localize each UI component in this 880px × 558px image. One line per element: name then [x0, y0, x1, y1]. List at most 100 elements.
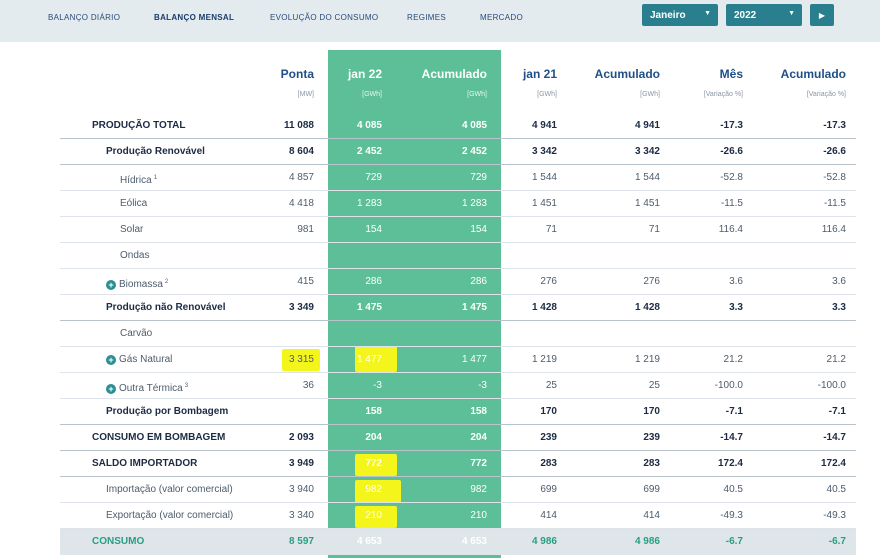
- nav-regimes[interactable]: REGIMES: [407, 13, 446, 22]
- expand-plus-icon[interactable]: +: [106, 384, 116, 394]
- table-row: Solar 981 154 154 71 71 116.4 116.4: [60, 217, 856, 243]
- nav-mercado[interactable]: MERCADO: [480, 13, 523, 22]
- table-cell: 4 085: [356, 120, 382, 131]
- table-cell: -7.1: [725, 406, 743, 417]
- year-select[interactable]: 2022 ▼: [726, 4, 802, 26]
- table-cell: 8 597: [288, 536, 314, 547]
- table-row: + Biomassa 2 415 286 286 276 276 3.6 3.6: [60, 269, 856, 295]
- table-cell: 158: [470, 406, 487, 417]
- table-cell: 1 283: [461, 198, 487, 209]
- table-cell: 3.3: [832, 302, 846, 313]
- highlight-mark: [355, 454, 397, 476]
- table-cell: 40.5: [826, 484, 846, 495]
- table-cell: 1 219: [634, 354, 660, 365]
- column-unit: [GWh]: [362, 91, 382, 98]
- row-label-text: Carvão: [120, 328, 153, 339]
- row-label: Exportação (valor comercial): [106, 503, 233, 529]
- row-divider: [60, 138, 856, 139]
- row-label[interactable]: + Gás Natural: [106, 347, 172, 373]
- row-divider: [60, 476, 856, 477]
- row-divider: [60, 164, 856, 165]
- nav-evolucao-consumo[interactable]: EVOLUÇÃO DO CONSUMO: [270, 13, 379, 22]
- row-label[interactable]: + Outra Térmica 3: [106, 373, 188, 399]
- table-cell: 3.6: [832, 276, 846, 287]
- nav-balanco-mensal[interactable]: BALANÇO MENSAL: [154, 13, 235, 22]
- table-cell: 1 544: [531, 172, 557, 183]
- table-cell: -17.3: [823, 120, 846, 131]
- month-select[interactable]: Janeiro ▼: [642, 4, 718, 26]
- year-select-value: 2022: [734, 9, 757, 21]
- highlight-mark: [355, 346, 397, 372]
- row-label-text: Produção não Renovável: [106, 302, 226, 313]
- table-row: Produção não Renovável 3 349 1 475 1 475 1 4…: [60, 295, 856, 321]
- row-label-text: PRODUÇÃO TOTAL: [92, 120, 186, 131]
- expand-plus-icon[interactable]: +: [106, 280, 116, 290]
- table-cell: -26.6: [720, 146, 743, 157]
- row-divider: [60, 346, 856, 347]
- row-divider: [60, 190, 856, 191]
- table-cell: -100.0: [714, 380, 743, 391]
- row-label: Produção Renovável: [106, 139, 205, 165]
- table-cell: -6.7: [828, 536, 846, 547]
- table-cell: 1 475: [356, 302, 382, 313]
- table-cell: 204: [470, 432, 487, 443]
- chevron-down-icon: ▼: [704, 10, 711, 17]
- table-cell: 1 283: [356, 198, 382, 209]
- table-cell: -11.5: [720, 198, 743, 209]
- table-cell: 1 451: [531, 198, 557, 209]
- row-label-text: SALDO IMPORTADOR: [92, 458, 198, 469]
- column-header: Ponta: [280, 67, 314, 81]
- table-cell: 3 315: [288, 354, 314, 365]
- table-cell: 1 451: [634, 198, 660, 209]
- column-unit: [Variação %]: [703, 91, 743, 98]
- table-cell: -3: [478, 380, 487, 391]
- column-header: Acumulado: [594, 67, 660, 81]
- nav-balanco-diario[interactable]: BALANÇO DIÁRIO: [48, 13, 121, 22]
- row-divider: [60, 528, 856, 529]
- row-label: CONSUMO: [92, 529, 144, 555]
- table-cell: -100.0: [817, 380, 846, 391]
- column-header: jan 22: [347, 67, 382, 81]
- chevron-right-icon: ▶: [818, 10, 826, 20]
- column-unit: [Variação %]: [806, 91, 846, 98]
- table-cell: 4 941: [531, 120, 557, 131]
- table-row: Hídrica 1 4 857 729 729 1 544 1 544 -52.8 -52.8: [60, 165, 856, 191]
- table-cell: 415: [297, 276, 314, 287]
- table-cell: 729: [470, 172, 487, 183]
- table-cell: 170: [540, 406, 557, 417]
- table-cell: 1 544: [634, 172, 660, 183]
- footnote-marker: 1: [153, 175, 158, 181]
- table-cell: 4 986: [531, 536, 557, 547]
- next-month-button[interactable]: ▶: [810, 4, 834, 26]
- table-cell: -14.7: [823, 432, 846, 443]
- row-divider: [60, 320, 856, 321]
- table-cell: -7.1: [828, 406, 846, 417]
- row-label: Solar: [120, 217, 143, 243]
- table-cell: 286: [365, 276, 382, 287]
- table-cell: 699: [643, 484, 660, 495]
- table-cell: 1 428: [634, 302, 660, 313]
- table-cell: 1 219: [531, 354, 557, 365]
- expand-plus-icon[interactable]: +: [106, 355, 116, 365]
- column-unit: [MW]: [297, 91, 314, 98]
- table-cell: 239: [643, 432, 660, 443]
- table-row: SALDO IMPORTADOR 3 949 772 772 283 283 172.4 17…: [60, 451, 856, 477]
- column-header: Acumulado: [780, 67, 846, 81]
- chevron-down-icon: ▼: [788, 10, 795, 17]
- table-row: PRODUÇÃO TOTAL 11 088 4 085 4 085 4 941 4 941…: [60, 113, 856, 139]
- table-cell: 414: [540, 510, 557, 521]
- row-label-text: Eólica: [120, 198, 148, 209]
- row-divider: [60, 398, 856, 399]
- table-cell: 3.3: [729, 302, 743, 313]
- table-cell: 3.6: [729, 276, 743, 287]
- table-cell: 210: [470, 510, 487, 521]
- row-divider: [60, 242, 856, 243]
- table-cell: 36: [302, 380, 314, 391]
- table-row: Produção Renovável 8 604 2 452 2 452 3 342 3 …: [60, 139, 856, 165]
- row-label: Hídrica 1: [120, 165, 157, 191]
- row-label-text: Produção Renovável: [106, 146, 205, 157]
- table-cell: 71: [545, 224, 557, 235]
- table-cell: 172.4: [820, 458, 846, 469]
- row-label[interactable]: + Biomassa 2: [106, 269, 168, 295]
